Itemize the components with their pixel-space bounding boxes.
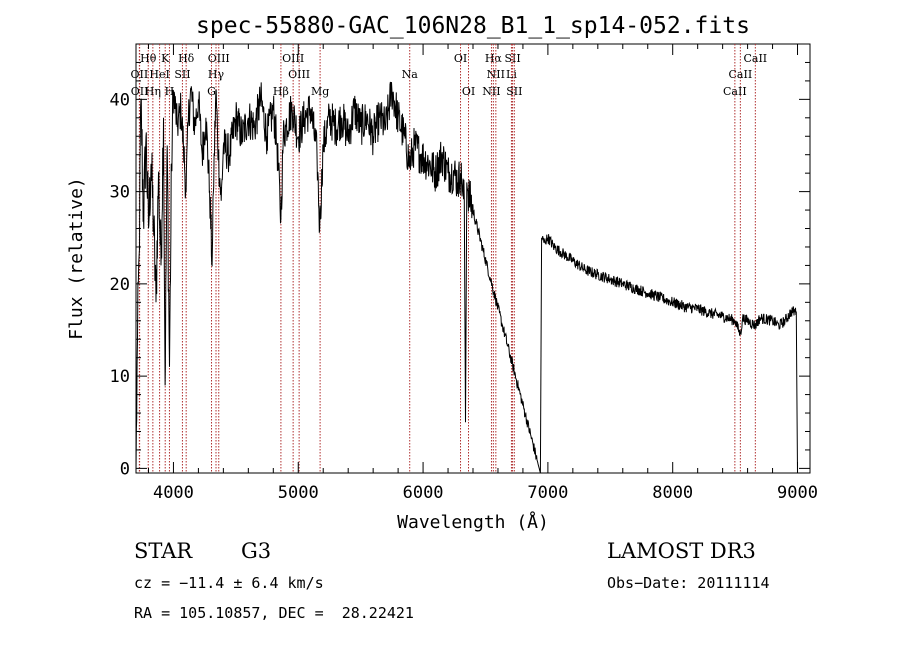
object-class: STAR xyxy=(134,539,193,563)
marker-label-22: Hβ xyxy=(273,85,289,98)
marker-label-21: G xyxy=(207,85,216,98)
marker-label-27: CaII xyxy=(723,85,747,98)
x-tick-label-4: 8000 xyxy=(652,483,693,503)
marker-label-19: Hη xyxy=(145,85,161,98)
object-subclass: G3 xyxy=(241,539,272,563)
y-tick-label-4: 40 xyxy=(110,90,130,110)
spectrum-line xyxy=(135,81,798,474)
y-tick-label-0: 0 xyxy=(120,459,130,479)
marker-label-24: OI xyxy=(462,85,475,98)
redshift-readout: cz = −11.4 ± 6.4 km/s xyxy=(134,574,324,592)
marker-label-13: OIII xyxy=(288,68,310,81)
y-tick-label-3: 30 xyxy=(110,183,130,203)
marker-label-23: Mg xyxy=(311,85,329,98)
marker-label-16: Li xyxy=(506,68,517,81)
x-tick-label-0: 4000 xyxy=(153,483,194,503)
marker-label-15: NII xyxy=(487,68,505,81)
marker-label-11: SII xyxy=(174,68,190,81)
y-tick-label-1: 10 xyxy=(110,367,130,387)
marker-label-14: Na xyxy=(402,68,419,81)
marker-label-2: Hδ xyxy=(178,52,195,65)
x-tick-label-3: 7000 xyxy=(527,483,568,503)
survey-name: LAMOST DR3 xyxy=(607,539,756,563)
marker-label-4: OIII xyxy=(282,52,304,65)
chart-title: spec-55880-GAC_106N28_B1_1_sp14-052.fits xyxy=(196,13,750,39)
marker-label-20: H xyxy=(165,85,175,98)
marker-label-7: SII xyxy=(504,52,520,65)
x-tick-label-2: 6000 xyxy=(403,483,444,503)
marker-label-0: Hθ xyxy=(140,52,157,65)
marker-label-17: CaII xyxy=(729,68,753,81)
x-tick-label-5: 9000 xyxy=(777,483,818,503)
axis-ticks: 4000 5000 6000 7000 8000 9000 0 10 20 30 40 xyxy=(110,44,818,503)
marker-label-26: SII xyxy=(506,85,522,98)
plot-frame xyxy=(135,43,811,474)
sky-coordinates: RA = 105.10857, DEC = 28.22421 xyxy=(134,604,414,622)
marker-label-10: HeI xyxy=(149,68,169,81)
y-axis-label: Flux (relative) xyxy=(66,177,87,340)
observation-date: Obs−Date: 20111114 xyxy=(607,574,770,592)
x-tick-label-1: 5000 xyxy=(278,483,319,503)
y-tick-label-2: 20 xyxy=(110,275,130,295)
marker-label-5: OI xyxy=(454,52,467,65)
marker-label-12: Hγ xyxy=(208,68,225,81)
marker-label-18: OII xyxy=(131,85,149,98)
marker-label-6: Hα xyxy=(485,52,503,65)
marker-label-3: OIII xyxy=(208,52,230,65)
marker-label-1: K xyxy=(161,52,170,65)
x-axis-label: Wavelength (Å) xyxy=(397,511,549,533)
marker-label-25: NII xyxy=(482,85,500,98)
marker-label-8: CaII xyxy=(743,52,767,65)
